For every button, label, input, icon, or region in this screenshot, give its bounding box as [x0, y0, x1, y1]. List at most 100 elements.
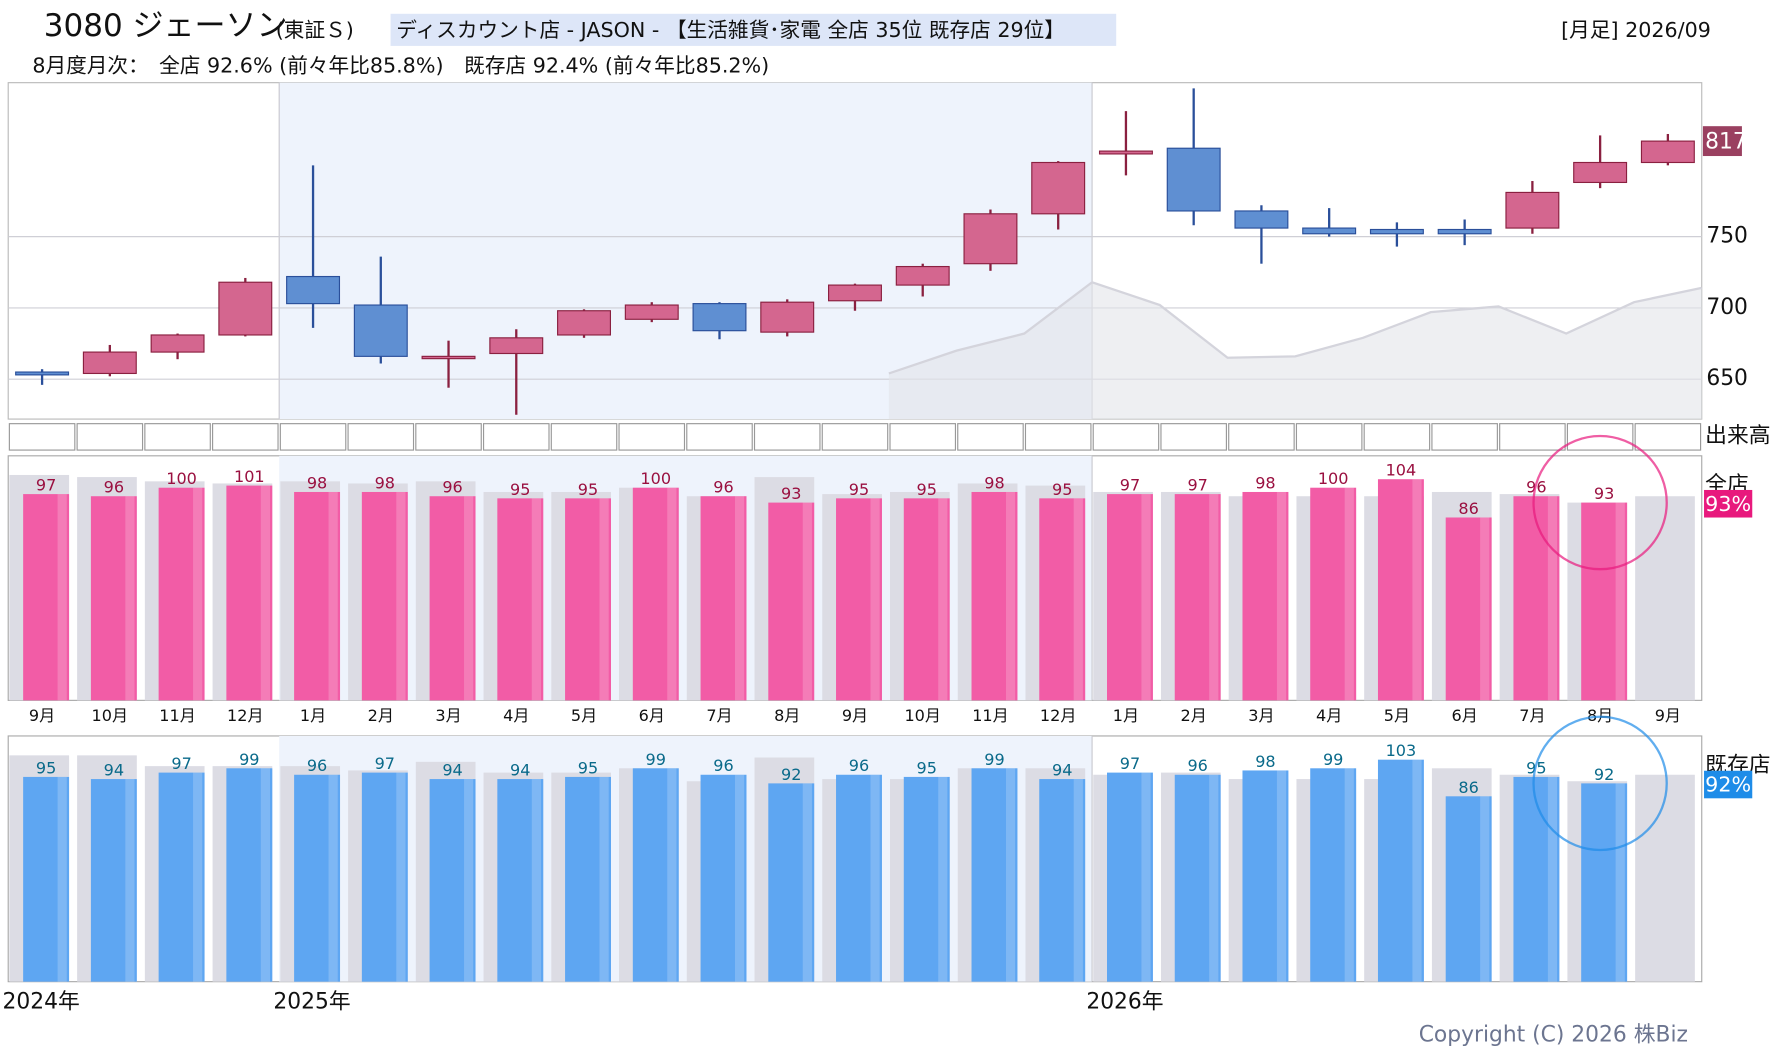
x-tick-label: 12月: [1040, 706, 1077, 725]
value-label: 96: [713, 478, 733, 497]
x-tick-label: 8月: [774, 706, 800, 725]
company-title: 3080 ジェーソン: [44, 8, 288, 44]
value-label: 98: [1255, 473, 1275, 492]
value-label: 94: [510, 761, 530, 780]
volume-cell: [1634, 423, 1702, 451]
x-tick-label: 10月: [904, 706, 941, 725]
value-label: 99: [1323, 750, 1343, 769]
candle-body: [150, 334, 205, 353]
bar-highlight: [1141, 494, 1151, 701]
bar-highlight: [464, 779, 474, 982]
value-label: 96: [442, 478, 462, 497]
value-label: 98: [1255, 752, 1275, 771]
bar-highlight: [328, 774, 338, 982]
value-label: 96: [104, 478, 124, 497]
value-label: 96: [849, 756, 869, 775]
volume-cell: [1295, 423, 1363, 451]
volume-cell: [618, 423, 686, 451]
value-label: 97: [1120, 754, 1140, 773]
bar-highlight: [1209, 494, 1219, 701]
bar-highlight: [57, 494, 67, 701]
value-label: 86: [1458, 499, 1478, 518]
bar: [836, 498, 882, 701]
bar-highlight: [193, 487, 203, 701]
candle-body: [1640, 140, 1695, 164]
bar-highlight: [396, 772, 406, 982]
volume-cell: [144, 423, 211, 451]
bar: [158, 487, 205, 701]
value-label: 97: [171, 754, 191, 773]
x-tick-label: 4月: [1316, 706, 1342, 725]
candle-body: [1437, 228, 1492, 235]
bar: [1310, 487, 1357, 701]
bar: [226, 485, 273, 701]
volume-cell: [279, 423, 347, 451]
bar-highlight: [1344, 487, 1354, 701]
candle-body: [1302, 227, 1357, 235]
bar: [700, 774, 747, 982]
x-tick-label: 9月: [29, 706, 55, 725]
candle-body: [1573, 161, 1628, 184]
bar-highlight: [1276, 770, 1287, 982]
value-label: 93: [1594, 484, 1614, 503]
candle-body: [421, 355, 476, 360]
x-tick-label: 4月: [503, 706, 529, 725]
bar-highlight: [870, 498, 880, 701]
bar-highlight: [667, 487, 677, 701]
candle-body: [1369, 228, 1424, 235]
bar: [1107, 494, 1153, 701]
value-label: 99: [646, 750, 666, 769]
bar: [23, 494, 70, 701]
candle-body: [1234, 210, 1289, 229]
value-label: 94: [1052, 761, 1072, 780]
category: ディスカウント店 - JASON - 【生活雑貨･家電 全店 35位 既存店 2…: [396, 18, 1065, 42]
bar: [632, 487, 679, 701]
bar: [632, 768, 679, 982]
value-label: 98: [307, 473, 327, 492]
bar-highlight: [599, 498, 609, 701]
bar: [768, 502, 815, 701]
volume-cell: [212, 423, 279, 451]
bar: [565, 776, 611, 982]
volume-cell: [686, 423, 753, 451]
value-label: 99: [984, 750, 1004, 769]
bar-highlight: [125, 496, 135, 701]
bar-highlight: [328, 491, 338, 701]
bar: [1039, 498, 1086, 701]
value-label: 100: [166, 469, 197, 488]
bar: [1513, 496, 1560, 701]
value-label: 95: [578, 480, 598, 499]
bar-highlight: [1005, 491, 1016, 701]
value-label: 96: [1526, 478, 1546, 497]
value-label: 96: [1187, 756, 1207, 775]
value-label: 86: [1458, 778, 1478, 797]
latest-badge: [1704, 489, 1753, 518]
value-label: 97: [1120, 476, 1140, 495]
bar-highlight: [125, 779, 135, 982]
candle-body: [82, 351, 137, 375]
candle-body: [895, 265, 950, 286]
value-label: 95: [36, 758, 56, 777]
value-label: 92: [1594, 765, 1614, 784]
bar: [700, 496, 747, 701]
bar-highlight: [1412, 479, 1422, 701]
bar-highlight: [260, 485, 270, 701]
bar: [294, 491, 341, 701]
y-tick-label: 750: [1706, 224, 1748, 249]
year-shade: [279, 735, 1093, 982]
price-badge: [1702, 126, 1742, 157]
volume-cell: [957, 423, 1024, 451]
monthly-summary: 8月度月次： 全店 92.6% (前々年比85.8%) 既存店 92.4% (前…: [32, 54, 769, 78]
latest-label: 93%: [1705, 492, 1751, 516]
bar: [90, 496, 137, 701]
prior-bar: [1635, 496, 1695, 701]
bar: [903, 776, 950, 982]
value-label: 98: [984, 473, 1004, 492]
bar: [1242, 770, 1289, 982]
bar-highlight: [870, 774, 880, 982]
bar: [1107, 772, 1153, 982]
volume-cell: [1228, 423, 1295, 451]
bar-highlight: [260, 768, 270, 982]
volume-cell: [1160, 423, 1227, 451]
x-tick-label: 3月: [435, 706, 461, 725]
